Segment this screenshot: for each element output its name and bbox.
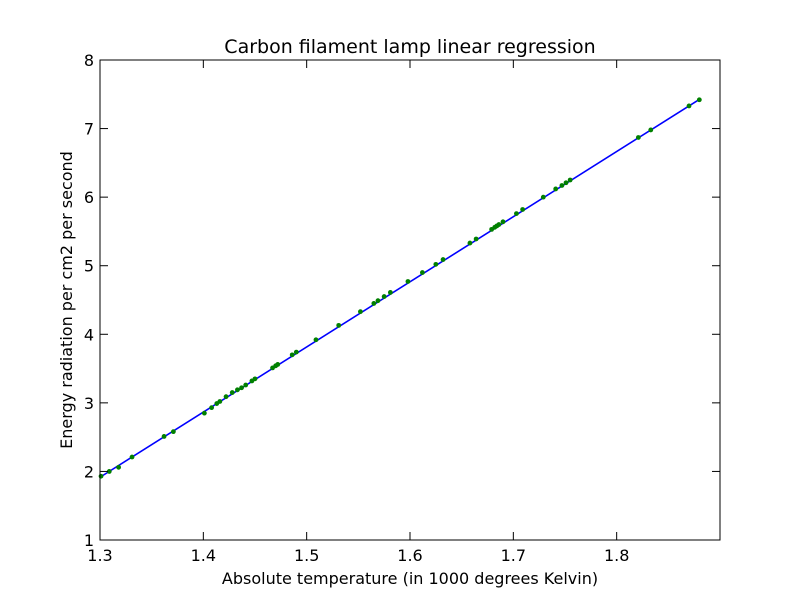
y-tick-label: 7 — [84, 120, 94, 139]
x-tick-label: 1.8 — [604, 546, 629, 565]
data-point — [371, 301, 377, 306]
data-point — [223, 394, 229, 400]
data-point — [106, 469, 112, 474]
y-tick-label: 8 — [84, 51, 94, 70]
x-axis-label: Absolute temperature (in 1000 degrees Ke… — [222, 569, 598, 588]
data-point — [235, 387, 240, 393]
data-point — [129, 454, 135, 460]
data-point — [161, 434, 167, 439]
data-point — [201, 410, 207, 416]
data-point — [405, 279, 411, 284]
data-point — [229, 390, 235, 395]
data-point — [540, 194, 546, 200]
x-tick-label: 1.3 — [87, 546, 112, 565]
data-point — [209, 405, 215, 411]
x-tick-label: 1.7 — [501, 546, 526, 565]
data-point — [520, 207, 526, 212]
x-tick-label: 1.6 — [397, 546, 422, 565]
ticks-layer: 1.3 1.4 1.5 1.6 1.7 1.8 1 2 3 4 5 6 7 8 — [84, 51, 720, 565]
data-point — [381, 294, 387, 299]
x-tick-label: 1.4 — [191, 546, 216, 565]
data-point — [433, 261, 439, 267]
points-layer — [98, 97, 702, 479]
data-point — [170, 429, 176, 435]
data-point — [252, 376, 258, 382]
data-point — [473, 236, 479, 242]
data-point — [440, 257, 446, 262]
data-point — [239, 385, 244, 391]
regression-line — [99, 98, 700, 478]
data-point — [358, 309, 363, 315]
y-tick-label: 2 — [84, 462, 94, 481]
data-point — [686, 103, 692, 109]
data-point — [420, 270, 425, 275]
y-tick-label: 4 — [84, 325, 94, 344]
y-tick-label: 1 — [84, 531, 94, 550]
y-axis-label: Energy radiation per cm2 per second — [57, 151, 76, 449]
data-point — [387, 290, 393, 295]
data-point — [289, 352, 295, 358]
data-point — [635, 135, 641, 140]
data-point — [293, 349, 299, 355]
data-point — [648, 127, 654, 133]
data-point — [500, 219, 506, 225]
data-point — [514, 211, 519, 217]
data-point — [696, 97, 702, 103]
y-tick-label: 5 — [84, 257, 94, 276]
data-point — [496, 222, 502, 227]
data-point — [98, 473, 104, 479]
data-point — [567, 177, 573, 183]
x-tick-label: 1.5 — [294, 546, 319, 565]
data-point — [313, 337, 319, 343]
data-point — [559, 183, 565, 188]
data-point — [275, 362, 281, 367]
data-point — [375, 298, 381, 304]
data-point — [116, 464, 121, 470]
data-point — [467, 240, 473, 246]
y-tick-label: 3 — [84, 394, 94, 413]
data-point — [243, 382, 249, 388]
data-point — [563, 180, 569, 186]
plot-frame — [99, 59, 721, 541]
plot-layer — [99, 98, 700, 478]
data-point — [336, 322, 342, 328]
data-point — [553, 186, 559, 192]
y-tick-label: 6 — [84, 188, 94, 207]
data-point — [217, 399, 223, 404]
chart-title: Carbon filament lamp linear regression — [224, 36, 595, 58]
